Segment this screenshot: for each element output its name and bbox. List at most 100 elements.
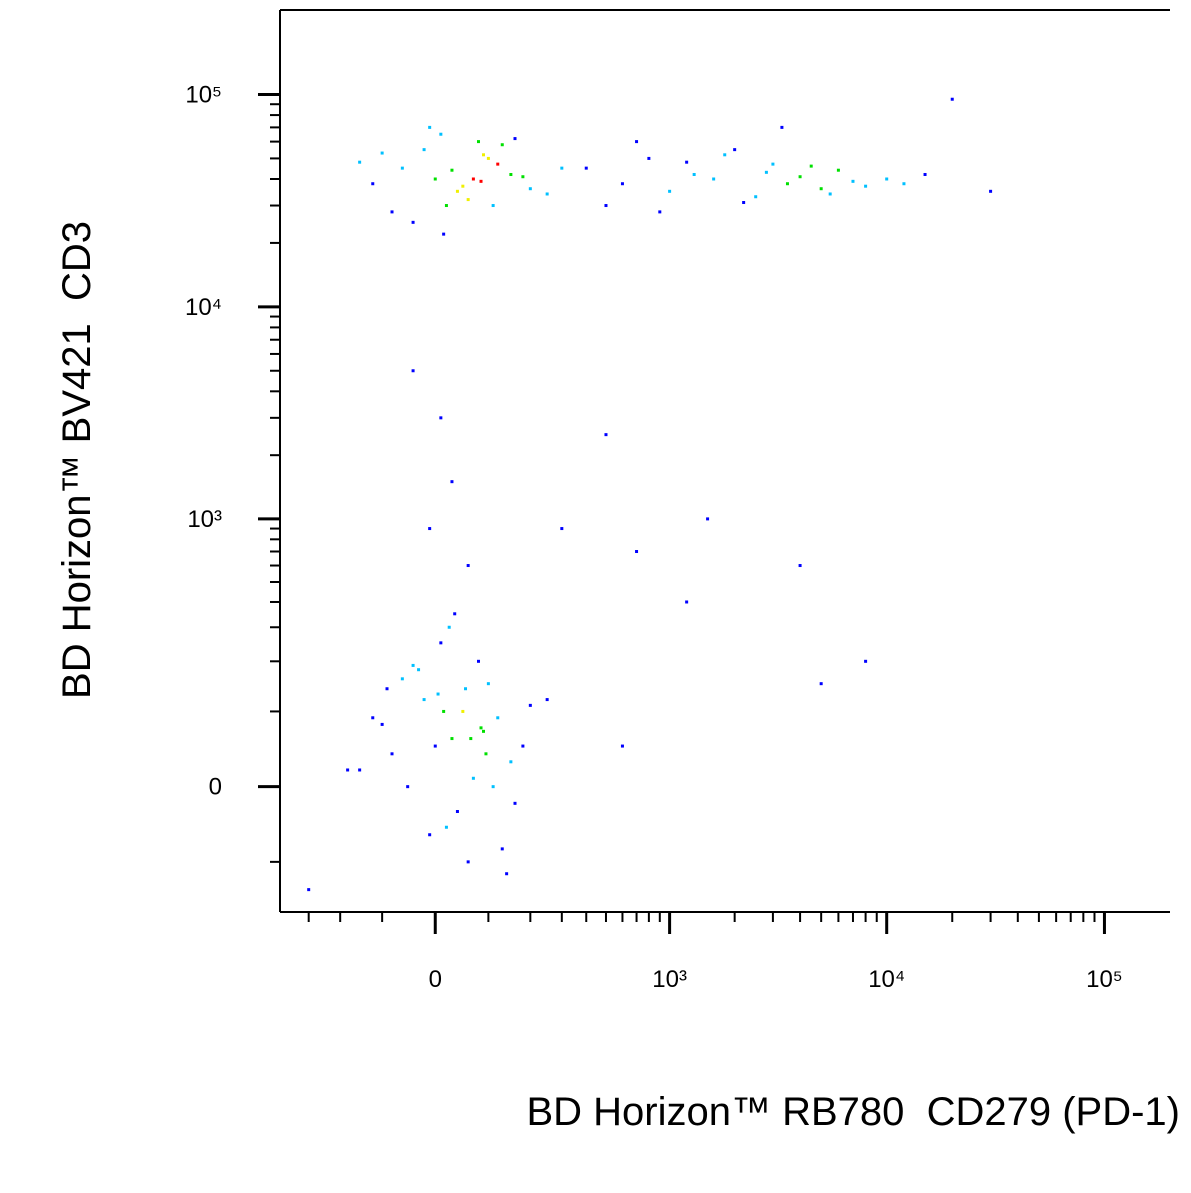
dot	[428, 527, 432, 531]
dot	[545, 698, 549, 702]
dot	[785, 182, 789, 186]
dot	[521, 175, 525, 179]
dot	[371, 182, 375, 186]
dot	[400, 166, 404, 170]
dot	[668, 189, 672, 193]
dot	[521, 744, 525, 748]
dot	[346, 768, 350, 772]
dot	[819, 187, 823, 191]
dot	[477, 140, 481, 144]
dot	[500, 143, 504, 147]
dot	[390, 752, 394, 756]
dot	[433, 177, 437, 181]
dot	[780, 125, 784, 129]
dot	[635, 550, 639, 554]
dot	[447, 625, 451, 629]
y-tick-label: 0	[209, 774, 222, 801]
dot	[466, 198, 470, 202]
dot	[742, 201, 746, 205]
dot	[428, 833, 432, 837]
dot	[439, 132, 443, 136]
dot	[477, 659, 481, 663]
x-tick-label: 10⁵	[1086, 966, 1123, 993]
dot	[450, 737, 454, 741]
dot	[479, 179, 483, 183]
dot	[809, 164, 813, 168]
dot	[685, 600, 689, 604]
dot	[358, 160, 362, 164]
dot	[685, 160, 689, 164]
dot	[439, 641, 443, 645]
dot	[635, 140, 639, 144]
dot	[307, 888, 311, 892]
dot	[989, 189, 993, 193]
dot	[417, 668, 421, 672]
dot	[455, 810, 459, 814]
dot	[764, 170, 768, 174]
y-tick-label: 10⁵	[185, 81, 222, 108]
dot	[439, 416, 443, 420]
dot	[444, 204, 448, 208]
dot	[658, 210, 662, 214]
y-tick-label: 10⁴	[185, 294, 222, 321]
x-tick-label: 10⁴	[868, 966, 905, 993]
dot	[486, 156, 490, 160]
dot	[482, 729, 486, 733]
dot	[706, 517, 710, 521]
dot	[486, 682, 490, 686]
dot	[469, 737, 473, 741]
dot	[422, 698, 426, 702]
dot	[620, 744, 624, 748]
dot	[496, 716, 500, 720]
dot	[422, 148, 426, 152]
dot	[464, 687, 468, 691]
dot	[461, 184, 465, 188]
dot	[484, 752, 488, 756]
dot	[950, 97, 954, 101]
dot	[604, 433, 608, 437]
dot	[450, 480, 454, 484]
x-tick-label: 10³	[652, 966, 687, 993]
dot	[505, 872, 509, 876]
dot	[466, 564, 470, 568]
dot	[545, 192, 549, 196]
dot	[798, 564, 802, 568]
dot	[380, 151, 384, 155]
y-axis-title: BD Horizon™ BV421 CD3	[55, 221, 99, 699]
dot	[466, 860, 470, 864]
dot	[864, 659, 868, 663]
dot	[471, 776, 475, 780]
dot	[723, 153, 727, 157]
dot	[482, 153, 486, 157]
x-axis-title: BD Horizon™ RB780 CD279 (PD-1)	[526, 1090, 1180, 1134]
dot	[479, 726, 483, 730]
dot	[923, 172, 927, 176]
dot	[620, 182, 624, 186]
dot	[902, 182, 906, 186]
dot	[864, 184, 868, 188]
dot	[513, 137, 517, 141]
dot	[453, 612, 457, 616]
dot	[444, 825, 448, 829]
dot	[380, 722, 384, 726]
dot	[604, 204, 608, 208]
dot	[560, 166, 564, 170]
dot	[828, 192, 832, 196]
dot	[358, 768, 362, 772]
dot	[560, 527, 564, 531]
dot	[442, 232, 446, 236]
dot	[528, 703, 532, 707]
dot	[442, 709, 446, 713]
dot	[836, 168, 840, 172]
dot	[400, 677, 404, 681]
dot	[819, 682, 823, 686]
dot	[406, 785, 410, 789]
y-tick-label: 10³	[187, 506, 222, 533]
dot	[584, 166, 588, 170]
dot	[692, 172, 696, 176]
dot	[428, 125, 432, 129]
dot	[411, 369, 415, 373]
dot	[754, 195, 758, 199]
dot	[509, 760, 513, 764]
